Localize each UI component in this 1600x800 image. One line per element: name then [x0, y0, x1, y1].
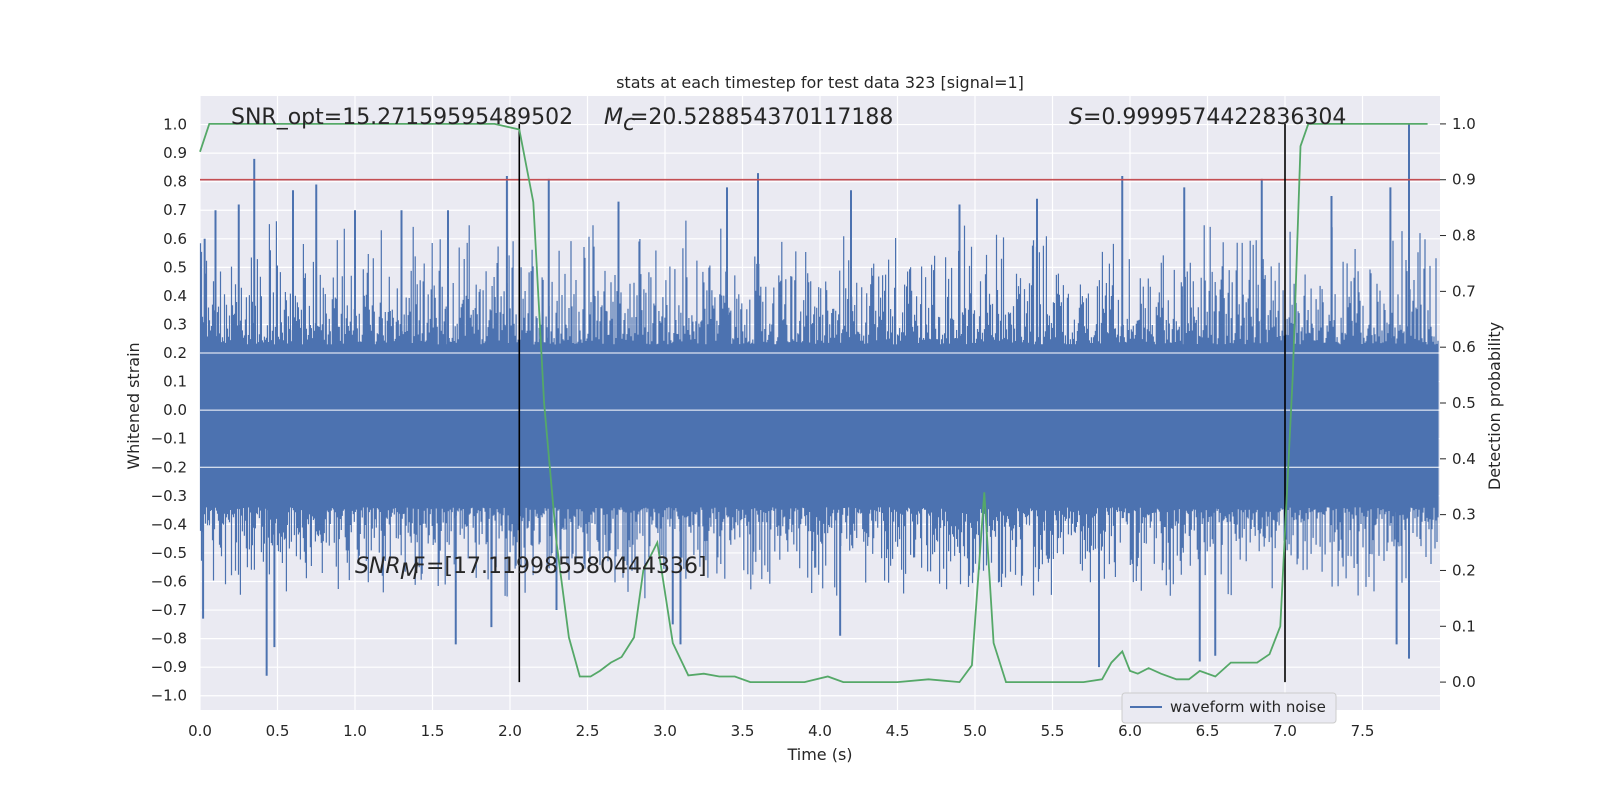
y-tick-label: 0.1 — [163, 373, 187, 391]
y-tick-label: −0.9 — [151, 658, 187, 676]
y-tick-labels: 1.0 0.9 0.8 0.7 0.6 0.5 0.4 0.3 0.2 0.1 0.0 −0.1 −0.… — [151, 116, 187, 705]
x-tick-labels: 0.0 0.5 1.0 1.5 2.0 2.5 3.0 3.5 4.0 4.5 5.0 5.5 6.0 6… — [188, 722, 1374, 740]
legend: waveform with noise — [1121, 692, 1337, 724]
x-axis-label: Time (s) — [786, 745, 852, 764]
x-tick-label: 2.0 — [498, 722, 522, 740]
x-tick-label: 6.0 — [1118, 722, 1142, 740]
mc-annotation: M c =20.528854370117188 — [604, 105, 893, 136]
snr-opt-annotation: SNR_opt=15.27159595489502 — [231, 105, 573, 130]
x-tick-label: 3.5 — [731, 722, 755, 740]
y-tick-label: 0.0 — [163, 401, 187, 419]
chart-title: stats at each timestep for test data 323… — [616, 73, 1024, 92]
svg-text:SNR: SNR — [355, 554, 401, 579]
y-tick-label: 0.7 — [163, 201, 187, 219]
y-right-tick-label: 1.0 — [1452, 115, 1476, 133]
y-right-tick-label: 0.5 — [1452, 394, 1476, 412]
svg-text:M: M — [400, 560, 419, 585]
probability-line — [199, 123, 1428, 684]
vertical-markers — [518, 123, 1286, 683]
y-right-tick-label: 0.6 — [1452, 338, 1476, 356]
y-tick-label: −0.2 — [151, 458, 187, 476]
x-tick-label: 2.5 — [576, 722, 600, 740]
svg-text:c: c — [623, 111, 635, 136]
y-right-tick-label: 0.4 — [1452, 450, 1476, 468]
y-right-tick-label: 0.0 — [1452, 673, 1476, 691]
s-annotation: S =0.9999574422836304 — [1069, 105, 1346, 130]
y-tick-label: −0.6 — [151, 572, 187, 590]
waveform-series — [199, 124, 1440, 676]
svg-text:=20.528854370117188: =20.528854370117188 — [630, 105, 893, 130]
y-tick-label: −0.3 — [151, 487, 187, 505]
y-axis-label: Whitened strain — [124, 342, 143, 469]
svg-text:=[17.119985580444336]: =[17.119985580444336] — [426, 554, 707, 579]
x-tick-label: 5.5 — [1041, 722, 1065, 740]
legend-box — [1121, 692, 1337, 724]
y-tick-label: 0.9 — [163, 144, 187, 162]
y-tick-label: −0.5 — [151, 544, 187, 562]
y-tick-label: 0.4 — [163, 287, 187, 305]
svg-text:=0.9999574422836304: =0.9999574422836304 — [1083, 105, 1346, 130]
x-tick-label: 1.0 — [343, 722, 367, 740]
y-right-tick-label: 0.7 — [1452, 282, 1476, 300]
y-right-tick-label: 0.2 — [1452, 561, 1476, 579]
x-tick-label: 4.0 — [808, 722, 832, 740]
x-tick-label: 1.5 — [421, 722, 445, 740]
x-tick-label: 5.0 — [963, 722, 987, 740]
x-tick-label: 7.0 — [1273, 722, 1297, 740]
y-tick-label: −0.1 — [151, 430, 187, 448]
x-tick-label: 4.5 — [886, 722, 910, 740]
y-right-tick-label: 0.3 — [1452, 506, 1476, 524]
y-right-tick-label: 0.9 — [1452, 171, 1476, 189]
y-right-tick-labels: 1.0 0.9 0.8 0.7 0.6 0.5 0.4 0.3 0.2 0.1 0.0 — [1440, 115, 1476, 691]
waveform-core-band — [200, 344, 1439, 508]
y-tick-label: −0.4 — [151, 515, 187, 533]
y-tick-label: 0.3 — [163, 315, 187, 333]
y-right-tick-label: 0.1 — [1452, 617, 1476, 635]
svg-text:S: S — [1069, 105, 1083, 130]
y-tick-label: 0.8 — [163, 173, 187, 191]
y-tick-label: 0.2 — [163, 344, 187, 362]
x-tick-label: 0.5 — [266, 722, 290, 740]
y-tick-label: −1.0 — [151, 687, 187, 705]
y-tick-label: 0.5 — [163, 258, 187, 276]
snr-mf-annotation: SNR M F =[17.119985580444336] — [355, 554, 707, 585]
y-tick-label: −0.8 — [151, 630, 187, 648]
x-tick-label: 0.0 — [188, 722, 212, 740]
y-right-axis-label: Detection probability — [1485, 322, 1504, 490]
y-right-tick-label: 0.8 — [1452, 227, 1476, 245]
x-tick-label: 6.5 — [1196, 722, 1220, 740]
svg-text:M: M — [604, 105, 623, 130]
svg-text:F: F — [413, 554, 426, 579]
probability-series — [199, 123, 1428, 684]
y-tick-label: 0.6 — [163, 230, 187, 248]
y-tick-label: −0.7 — [151, 601, 187, 619]
x-tick-label: 3.0 — [653, 722, 677, 740]
legend-waveform-label: waveform with noise — [1170, 698, 1326, 716]
x-tick-label: 7.5 — [1351, 722, 1375, 740]
y-tick-label: 1.0 — [163, 116, 187, 134]
